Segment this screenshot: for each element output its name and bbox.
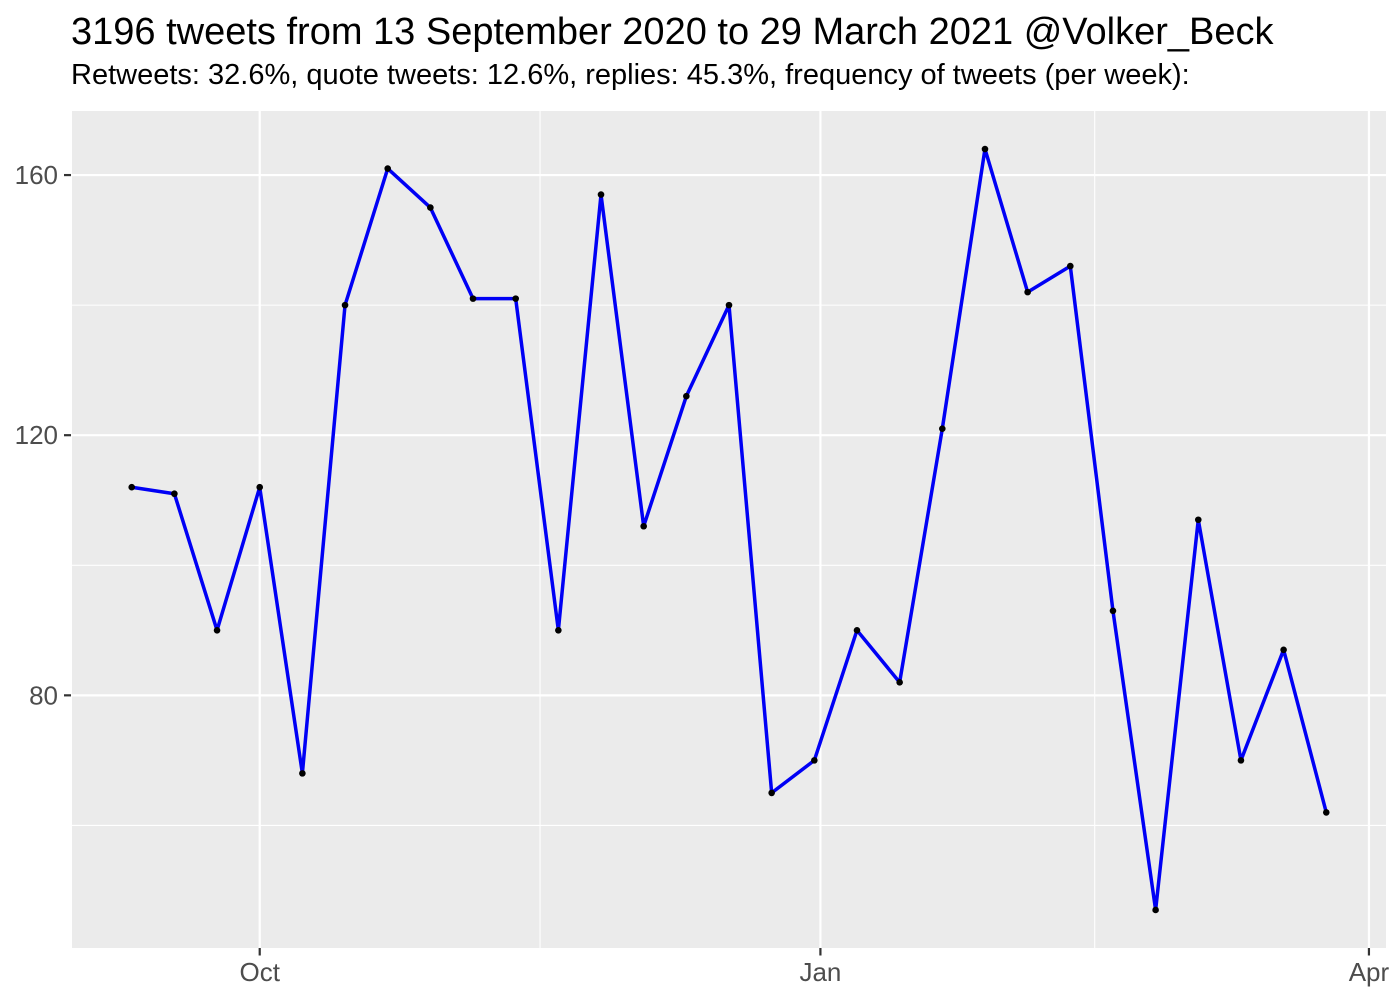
data-point — [1322, 809, 1330, 816]
data-point — [1280, 646, 1287, 654]
data-point — [256, 483, 264, 491]
data-point — [597, 191, 605, 198]
data-point — [640, 522, 647, 530]
data-point — [725, 301, 733, 309]
data-point — [1066, 262, 1074, 270]
data-point — [981, 145, 989, 153]
data-point — [512, 295, 519, 302]
data-point — [683, 392, 690, 400]
data-point — [384, 165, 392, 172]
data-point — [171, 490, 178, 498]
x-tick-label: Jan — [799, 957, 841, 987]
y-tick-label: 120 — [15, 420, 58, 450]
y-tick-label: 160 — [15, 160, 58, 190]
chart-subtitle: Retweets: 32.6%, quote tweets: 12.6%, re… — [71, 59, 1190, 91]
data-point — [811, 757, 818, 764]
data-point — [213, 627, 221, 634]
data-point — [939, 425, 946, 432]
data-point — [1152, 906, 1159, 914]
data-point — [341, 301, 349, 309]
data-point — [469, 295, 477, 302]
data-point — [1109, 607, 1117, 615]
panel-background — [72, 111, 1386, 948]
data-point — [1194, 516, 1202, 524]
data-point — [853, 627, 861, 634]
data-point — [1024, 288, 1031, 296]
data-point — [768, 789, 775, 797]
chart-title: 3196 tweets from 13 September 2020 to 29… — [71, 11, 1274, 53]
data-point — [555, 627, 562, 634]
x-tick-label: Apr — [1349, 957, 1390, 987]
y-tick-label: 80 — [29, 680, 58, 710]
data-point — [896, 679, 903, 686]
x-tick-label: Oct — [239, 957, 280, 987]
data-point — [427, 204, 434, 211]
data-point — [1237, 757, 1245, 764]
data-point — [299, 770, 306, 777]
data-point — [128, 483, 136, 491]
